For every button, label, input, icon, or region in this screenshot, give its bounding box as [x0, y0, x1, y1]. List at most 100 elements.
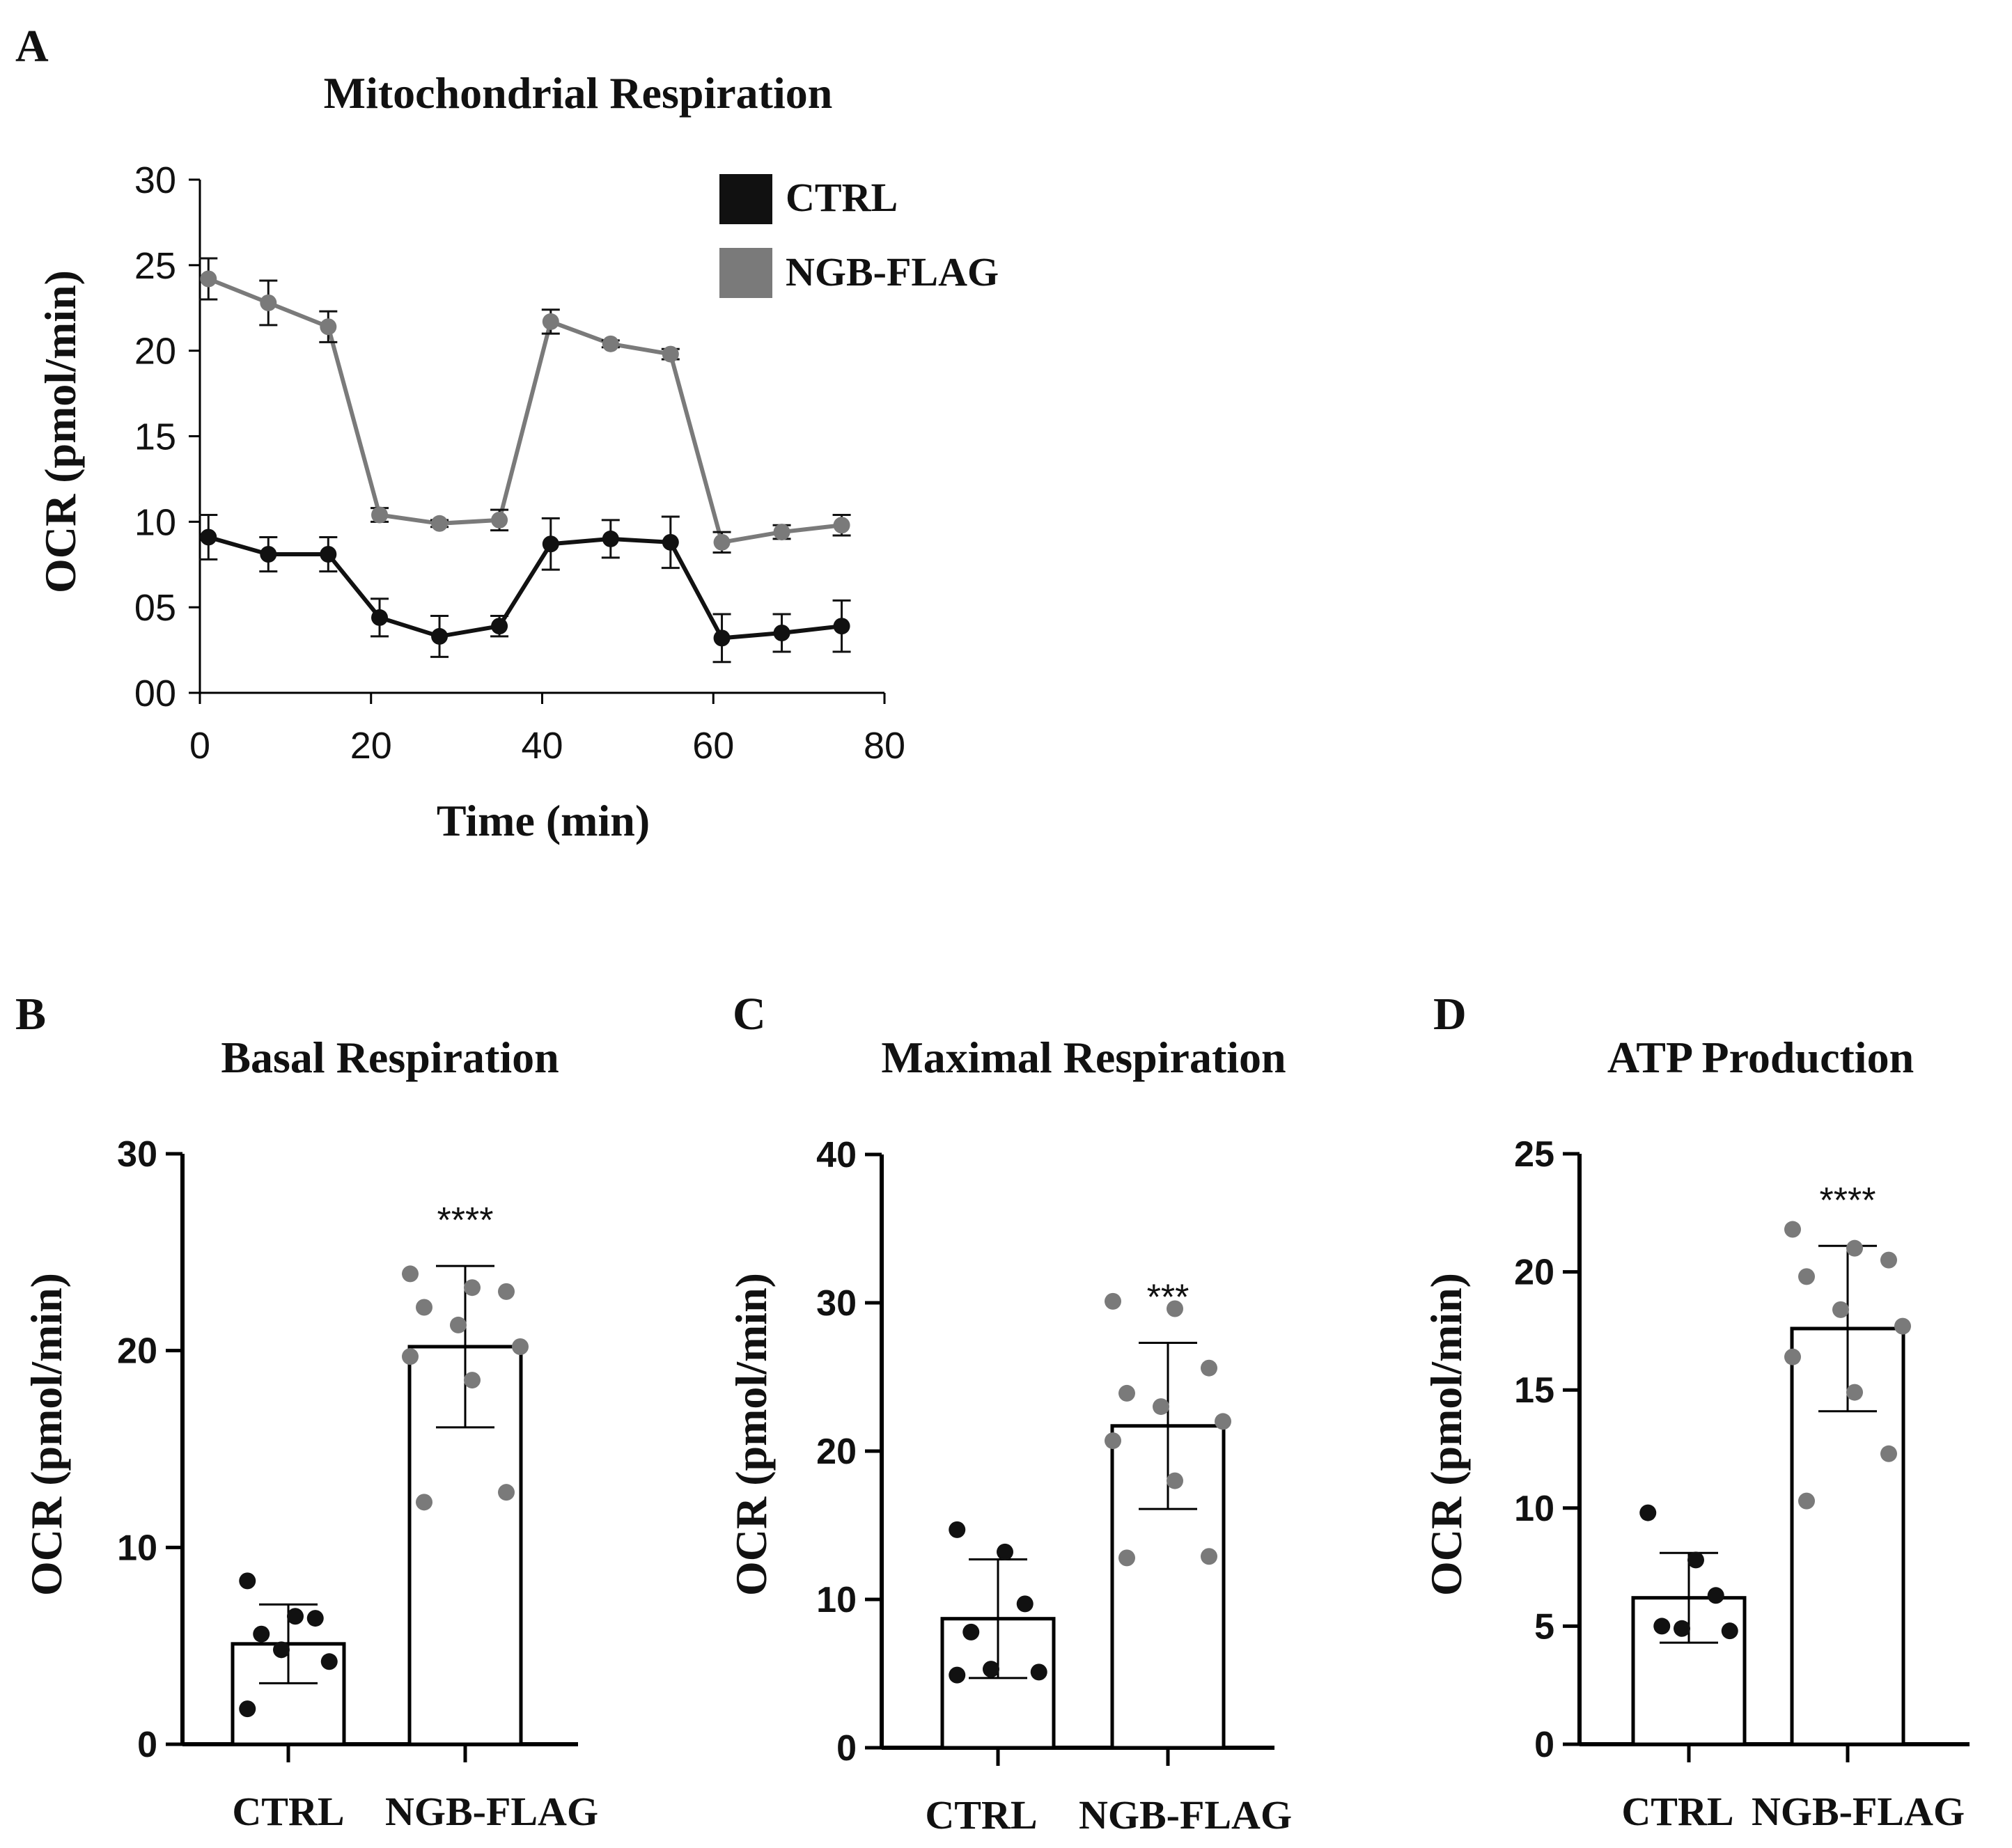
panel-b-category-ngb-flag: NGB-FLAG	[385, 1789, 598, 1834]
panel-c-plot: 0 10 20 30 40	[816, 1135, 1274, 1769]
panel-d-data-point-ctrl	[1653, 1618, 1671, 1635]
data-point-ngb-flag	[602, 335, 619, 352]
panel-d-bar-chart: D ATP Production OCR (pmol/min) **** 0 5 1…	[1421, 989, 1970, 1834]
data-point-ctrl	[491, 618, 508, 635]
panel-a-y-tick-label: 00	[134, 673, 176, 714]
panel-d-y-tick-label: 5	[1534, 1606, 1554, 1647]
panel-b-data-point-ngb-flag	[464, 1279, 481, 1297]
panel-d-data-point-ngb-flag	[1880, 1445, 1897, 1462]
panel-b-data-point-ctrl	[239, 1572, 256, 1590]
panel-b-significance: ****	[437, 1200, 494, 1241]
panel-b-data-point-ctrl	[306, 1610, 324, 1627]
panel-d-category-ctrl: CTRL	[1621, 1789, 1733, 1834]
panel-b-data-point-ctrl	[253, 1625, 270, 1643]
panel-a-y-tick-label: 20	[134, 331, 176, 373]
panel-b-data-point-ctrl	[239, 1700, 256, 1718]
legend-swatch-ctrl	[719, 174, 772, 224]
data-point-ngb-flag	[260, 294, 277, 311]
panel-b-data-point-ngb-flag	[450, 1316, 467, 1333]
panel-b-bar-chart: B Basal Respiration OCR (pmol/min) **** …	[15, 989, 598, 1834]
data-point-ctrl	[833, 618, 850, 635]
panel-a-x-tick-label: 40	[521, 725, 563, 767]
panel-d-title: ATP Production	[1607, 1033, 1914, 1082]
panel-c-y-tick-label: 40	[816, 1135, 857, 1175]
data-point-ngb-flag	[833, 517, 850, 534]
data-point-ngb-flag	[371, 506, 389, 524]
panel-d-data-point-ctrl	[1674, 1620, 1690, 1637]
panel-b-data-point-ngb-flag	[498, 1484, 515, 1501]
panel-c-data-point-ngb-flag	[1153, 1398, 1169, 1416]
panel-a-x-axis-title: Time (min)	[437, 796, 650, 845]
panel-d-data-point-ngb-flag	[1798, 1492, 1815, 1510]
panel-c-data-point-ctrl	[983, 1661, 999, 1678]
panel-b-data-point-ngb-flag	[416, 1494, 432, 1511]
data-point-ctrl	[200, 528, 217, 546]
panel-c-category-ngb-flag: NGB-FLAG	[1079, 1792, 1292, 1838]
panel-a-y-ticks: 00 05 10 15 20 25 30	[134, 159, 200, 714]
panel-d-y-tick-label: 0	[1534, 1725, 1554, 1765]
legend-label-ctrl: CTRL	[786, 175, 898, 220]
data-point-ctrl	[773, 625, 790, 642]
data-point-ngb-flag	[431, 515, 449, 532]
panel-b-data-point-ngb-flag	[512, 1338, 529, 1356]
panel-b-y-tick-label: 10	[117, 1528, 157, 1568]
data-point-ctrl	[662, 533, 679, 551]
data-point-ctrl	[602, 530, 619, 547]
panel-b-data-point-ngb-flag	[402, 1265, 419, 1283]
panel-b-category-ctrl: CTRL	[232, 1789, 344, 1834]
panel-a-title: Mitochondrial Respiration	[324, 68, 833, 118]
series-line-ctrl	[208, 535, 842, 641]
panel-c-letter: C	[733, 989, 766, 1040]
panel-b-data-point-ngb-flag	[416, 1299, 432, 1316]
panel-d-significance: ****	[1820, 1180, 1876, 1221]
panel-a-x-tick-label: 0	[189, 725, 210, 767]
panel-d-y-axis-title: OCR (pmol/min)	[1421, 1273, 1471, 1596]
panel-b-data-point-ctrl	[287, 1608, 304, 1625]
series-ctrl	[199, 514, 851, 664]
data-point-ngb-flag	[542, 313, 559, 330]
panel-c-title: Maximal Respiration	[881, 1033, 1286, 1082]
panel-c-data-point-ctrl	[949, 1666, 966, 1684]
panel-d-data-point-ctrl	[1721, 1622, 1738, 1640]
panel-c-data-point-ngb-flag	[1118, 1549, 1135, 1567]
panel-c-data-point-ngb-flag	[1201, 1548, 1217, 1565]
data-point-ctrl	[260, 546, 277, 563]
panel-c-y-tick-label: 10	[816, 1580, 857, 1620]
panel-b-plot: 0 10 20 30	[117, 1134, 578, 1765]
panel-b-y-axis-title: OCR (pmol/min)	[22, 1273, 71, 1596]
panel-d-data-point-ngb-flag	[1894, 1317, 1911, 1335]
panel-a-x-ticks: 0 20 40 60 80	[189, 693, 905, 767]
panel-b-data-point-ctrl	[320, 1653, 338, 1670]
panel-c-data-point-ngb-flag	[1105, 1292, 1121, 1310]
data-point-ngb-flag	[491, 511, 508, 528]
panel-d-data-point-ngb-flag	[1846, 1239, 1863, 1257]
panel-c-y-tick-label: 0	[836, 1728, 857, 1769]
panel-d-y-tick-label: 20	[1514, 1253, 1554, 1293]
panel-c-data-point-ngb-flag	[1201, 1359, 1217, 1377]
panel-a-x-tick-label: 60	[692, 725, 734, 767]
panel-b-letter: B	[15, 989, 46, 1040]
panel-c-data-point-ngb-flag	[1167, 1472, 1183, 1489]
panel-a-x-tick-label: 20	[350, 725, 392, 767]
legend-swatch-ngb-flag	[719, 248, 772, 298]
panel-b-y-tick-label: 30	[117, 1134, 157, 1175]
panel-a-line-chart: A Mitochondrial Respiration OCR (pmol/mi…	[15, 21, 999, 845]
panel-b-title: Basal Respiration	[221, 1033, 559, 1082]
legend-label-ngb-flag: NGB-FLAG	[786, 249, 999, 295]
panel-b-data-point-ngb-flag	[402, 1348, 419, 1365]
panel-a-x-tick-label: 80	[864, 725, 905, 767]
panel-a-y-tick-label: 15	[134, 416, 176, 458]
panel-d-data-point-ngb-flag	[1798, 1268, 1815, 1285]
panel-b-data-point-ngb-flag	[498, 1283, 515, 1300]
data-point-ctrl	[713, 629, 731, 647]
panel-c-data-point-ctrl	[1030, 1663, 1047, 1681]
panel-c-bar-chart: C Maximal Respiration OCR (pmol/min) ***…	[726, 989, 1292, 1838]
panel-a-series	[199, 257, 851, 664]
panel-d-data-point-ngb-flag	[1880, 1251, 1897, 1269]
panel-b-y-tick-label: 20	[117, 1331, 157, 1372]
panel-b-y-tick-label: 0	[137, 1725, 157, 1765]
panel-c-data-point-ctrl	[949, 1521, 966, 1538]
data-point-ngb-flag	[713, 533, 731, 551]
panel-c-data-point-ngb-flag	[1215, 1413, 1231, 1430]
panel-d-data-point-ngb-flag	[1846, 1384, 1863, 1401]
